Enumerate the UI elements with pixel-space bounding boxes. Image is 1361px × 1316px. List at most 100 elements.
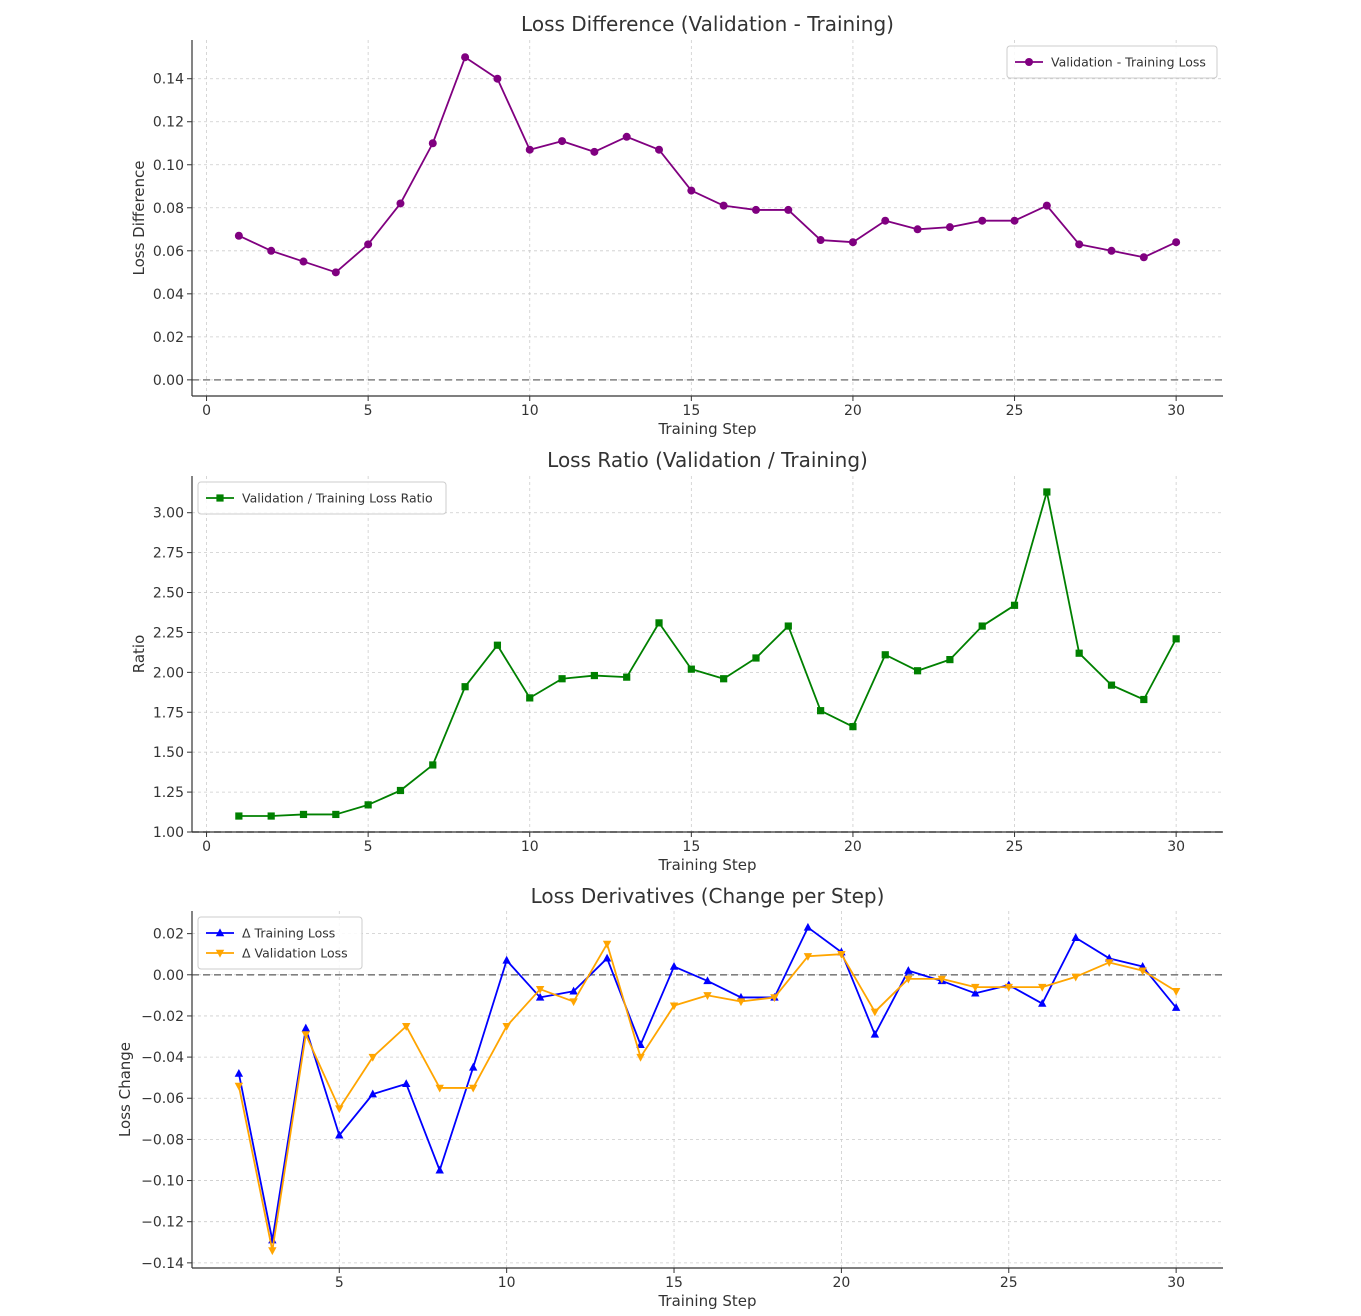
data-point (669, 961, 679, 970)
data-point (429, 761, 437, 769)
data-point (937, 975, 947, 984)
data-point (904, 966, 913, 974)
data-point (526, 694, 534, 702)
data-point (904, 975, 913, 984)
data-point (703, 992, 712, 1000)
y-tick-label: 0.02 (153, 330, 184, 346)
data-point (428, 139, 437, 148)
data-point (720, 675, 728, 683)
data-point (558, 137, 567, 146)
series-2 (234, 940, 1181, 1256)
y-tick-label: 3.00 (153, 506, 184, 522)
x-tick-label: 30 (1167, 1275, 1185, 1291)
legend-marker (215, 949, 225, 958)
legend-box (197, 481, 447, 515)
data-point (301, 1023, 311, 1032)
data-point (1172, 238, 1181, 247)
data-point (602, 953, 612, 962)
data-point (817, 707, 825, 715)
data-point (1042, 201, 1051, 210)
x-tick-label: 5 (335, 1275, 344, 1291)
data-point (268, 1247, 277, 1256)
legend: Δ Training Loss Δ Validation Loss (197, 916, 363, 970)
data-point (299, 810, 308, 819)
data-point (493, 74, 502, 83)
y-tick-label: 1.00 (153, 825, 184, 841)
data-point (1171, 1003, 1181, 1011)
x-tick-label: 20 (844, 839, 862, 855)
x-tick-label: 0 (202, 839, 211, 855)
data-point (816, 236, 825, 245)
legend-label: Validation - Training Loss (1051, 55, 1206, 70)
data-point (1038, 983, 1047, 992)
data-point (622, 132, 631, 141)
data-point (870, 1029, 880, 1038)
y-tick-label: 0.00 (153, 968, 184, 984)
data-point (299, 257, 308, 266)
series-line (238, 491, 1177, 817)
data-point (525, 145, 534, 154)
data-point (752, 654, 760, 662)
data-point (803, 922, 813, 931)
data-point (569, 998, 578, 1007)
y-tick-label: 2.50 (153, 586, 184, 602)
data-point (435, 1084, 444, 1093)
y-tick-label: 2.00 (153, 665, 184, 681)
data-point (502, 1023, 511, 1031)
x-tick-label: 25 (1006, 403, 1024, 419)
x-tick-label: 10 (521, 403, 539, 419)
data-point (837, 951, 846, 959)
data-point (1010, 216, 1019, 225)
x-tick-label: 10 (498, 1275, 516, 1291)
data-point (235, 812, 243, 820)
data-point (468, 1084, 478, 1093)
data-point (301, 1031, 311, 1040)
data-point (687, 665, 695, 673)
data-point (1107, 246, 1116, 255)
y-tick-label: 0.10 (153, 158, 184, 174)
data-point (1172, 635, 1180, 643)
data-point (535, 992, 545, 1001)
data-point (335, 1130, 344, 1139)
data-point (461, 683, 469, 691)
legend-box (1006, 45, 1218, 79)
data-point (535, 985, 545, 994)
y-tick-label: 1.75 (153, 705, 184, 721)
x-tick-label: 15 (682, 839, 700, 855)
data-point (331, 268, 340, 277)
data-point (1071, 933, 1080, 941)
data-point (335, 1105, 344, 1114)
y-tick-label: −0.04 (141, 1050, 184, 1066)
data-point (364, 801, 372, 809)
data-point (719, 201, 728, 210)
data-point (493, 641, 502, 649)
series-1 (235, 488, 1180, 820)
data-point (636, 1040, 645, 1048)
y-axis-label: Ratio (130, 635, 148, 674)
legend: Validation / Training Loss Ratio (197, 481, 447, 515)
data-point (736, 998, 746, 1007)
chart-title: Loss Difference (Validation - Training) (521, 12, 894, 36)
data-point (267, 246, 276, 255)
data-point (402, 1079, 411, 1088)
data-point (267, 812, 275, 820)
data-point (913, 225, 922, 234)
data-point (368, 1089, 377, 1098)
y-tick-label: −0.02 (141, 1009, 184, 1025)
data-point (435, 1165, 444, 1174)
y-tick-label: 0.14 (153, 72, 184, 88)
data-point (368, 1053, 377, 1062)
data-point (234, 1082, 244, 1091)
data-point (1139, 253, 1148, 262)
y-tick-label: −0.10 (141, 1174, 184, 1190)
y-tick-label: 0.04 (153, 287, 184, 303)
data-point (558, 675, 566, 683)
data-point (978, 622, 986, 630)
chart-title: Loss Derivatives (Change per Step) (531, 884, 885, 908)
data-point (396, 199, 405, 208)
data-point (636, 1053, 645, 1062)
data-point (655, 619, 663, 627)
data-point (881, 216, 890, 225)
grid-lines (192, 40, 1223, 396)
